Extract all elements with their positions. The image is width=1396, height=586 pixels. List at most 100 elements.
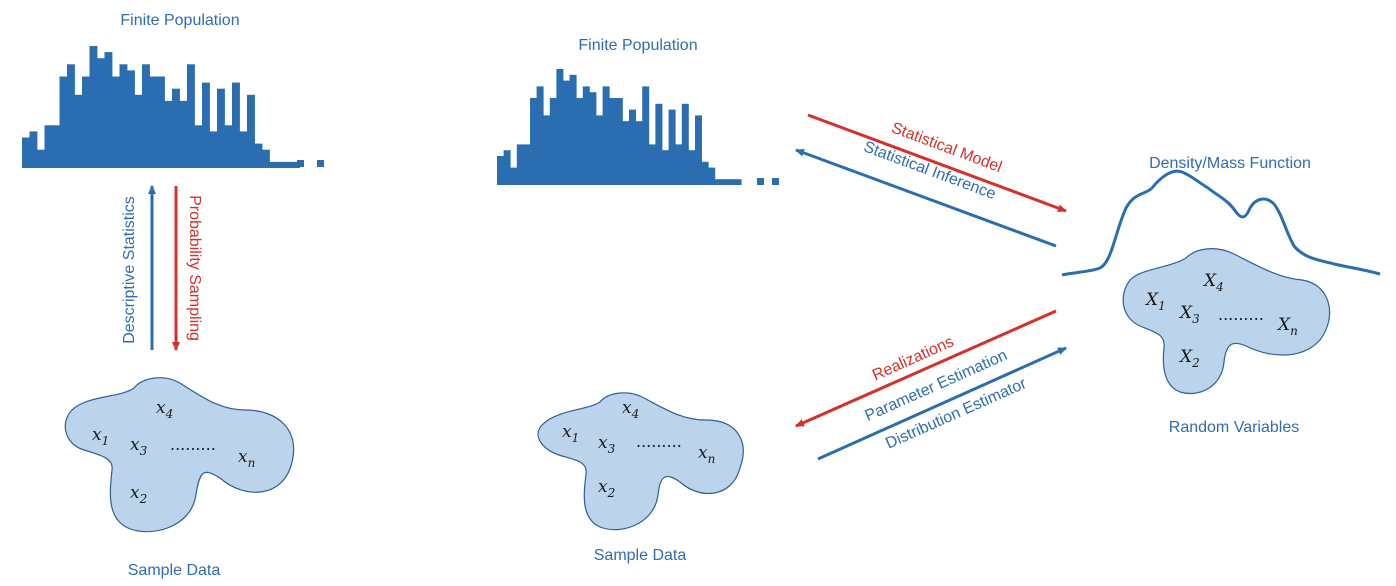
left-histogram-bar-8 (74, 94, 83, 168)
middle-histogram-bar-33 (708, 167, 716, 185)
middle-sample-blob (537, 392, 744, 531)
left-population-title: Finite Population (120, 12, 239, 29)
random-Xn: Xn (1276, 315, 1298, 338)
middle-histogram-bar-12 (569, 74, 577, 185)
descriptive-statistics-label: Descriptive Statistics (121, 196, 138, 344)
random-X1: X1 (1144, 290, 1166, 313)
middle-histogram-bar-23 (642, 86, 650, 185)
middle-histogram-bar-1 (497, 156, 504, 185)
left-x2: x2 (130, 483, 147, 506)
left-histogram-bar-15 (127, 70, 135, 168)
middle-histogram-bar-25 (655, 103, 663, 185)
left-x1: x1 (92, 425, 109, 448)
statistical-inference-arrow (795, 148, 1057, 248)
left-histogram-bar-32 (254, 143, 263, 168)
left-xn: xn (238, 447, 255, 470)
middle-histogram-bar-5 (523, 144, 531, 185)
density-curve (1061, 169, 1381, 277)
middle-histogram-bar-21 (629, 109, 636, 185)
middle-histogram-bar-26 (662, 150, 669, 185)
left-histogram-dot-1 (297, 160, 304, 167)
random-X2: X2 (1178, 347, 1200, 370)
middle-histogram-bar-14 (582, 86, 590, 185)
middle-ellipsis: ......... (636, 432, 682, 451)
middle-histogram-bar-29 (681, 103, 689, 185)
left-histogram-bar-23 (187, 64, 195, 168)
statistical-model-arrow (807, 113, 1067, 213)
left-histogram-bar-2 (29, 131, 38, 168)
left-histogram-bar-22 (179, 100, 188, 168)
left-histogram-bar-3 (37, 149, 45, 168)
left-histogram-bar-21 (172, 88, 180, 168)
left-sample-title: Sample Data (128, 562, 221, 579)
middle-sample-title: Sample Data (594, 547, 687, 564)
middle-histogram-bar-17 (602, 86, 610, 185)
middle-x3: x3 (598, 433, 616, 456)
left-population-histogram (22, 46, 300, 169)
middle-histogram-bar-22 (635, 121, 643, 185)
left-histogram-bar-20 (164, 100, 173, 168)
random-X3: X3 (1178, 303, 1200, 326)
left-histogram-bar-36 (284, 161, 293, 168)
middle-histogram-bar-18 (609, 98, 617, 185)
left-histogram-bar-27 (217, 88, 225, 168)
middle-histogram-bar-7 (536, 86, 544, 185)
middle-histogram-bar-35 (721, 179, 729, 185)
left-sample-blob (64, 377, 295, 533)
middle-histogram-bar-19 (615, 98, 623, 185)
middle-histogram-bar-4 (516, 144, 524, 185)
left-x3: x3 (130, 435, 148, 458)
left-histogram-bar-30 (239, 131, 248, 168)
left-histogram-bar-37 (292, 161, 300, 168)
left-histogram-bar-28 (224, 125, 233, 168)
middle-population-histogram (497, 69, 742, 185)
left-histogram-bar-26 (209, 131, 218, 168)
left-x4: x4 (156, 398, 173, 421)
left-histogram-bar-34 (269, 161, 278, 168)
left-histogram-bar-16 (134, 94, 143, 168)
left-histogram-bar-13 (112, 76, 120, 168)
middle-x2: x2 (598, 477, 615, 500)
distribution-estimator-arrow (817, 346, 1067, 461)
middle-xn: xn (698, 443, 715, 466)
left-histogram-bar-11 (97, 58, 105, 169)
left-histogram-bar-17 (142, 64, 150, 168)
left-histogram-bar-1 (22, 137, 30, 168)
middle-x4: x4 (622, 398, 639, 421)
middle-histogram-bar-10 (556, 69, 564, 185)
distribution-estimator-label: Distribution Estimator (883, 375, 1029, 453)
middle-histogram-bar-15 (589, 92, 597, 185)
middle-histogram-bar-32 (701, 161, 709, 185)
middle-histogram-bar-20 (622, 121, 630, 185)
left-histogram-bar-19 (157, 76, 165, 168)
middle-histogram-bar-37 (734, 179, 742, 185)
realizations-arrow (795, 309, 1057, 428)
random-ellipsis: ......... (1218, 305, 1264, 324)
middle-histogram-bar-3 (510, 167, 518, 185)
middle-histogram-bar-11 (563, 80, 570, 185)
left-histogram-bar-5 (52, 125, 60, 168)
left-histogram-bar-25 (202, 82, 210, 168)
left-histogram-dot-2 (317, 160, 324, 167)
middle-histogram-bar-16 (596, 115, 603, 185)
middle-histogram-bar-9 (549, 98, 557, 185)
density-title: Density/Mass Function (1149, 155, 1311, 172)
left-histogram-bar-33 (262, 149, 270, 168)
left-histogram-bar-12 (104, 52, 113, 168)
left-histogram-bar-29 (232, 82, 240, 168)
random-variables-blob (1122, 248, 1331, 394)
middle-histogram-bar-28 (675, 144, 683, 185)
middle-histogram-bar-31 (695, 115, 702, 185)
middle-histogram-bar-2 (503, 150, 511, 185)
random-X4: X4 (1202, 271, 1224, 294)
left-histogram-bar-9 (82, 76, 90, 168)
left-histogram-bar-35 (277, 161, 285, 168)
left-histogram-bar-7 (67, 64, 75, 168)
probability-sampling-label: Probability Sampling (186, 195, 203, 341)
left-histogram-bar-18 (149, 76, 158, 168)
middle-histogram-bar-6 (530, 98, 537, 185)
left-histogram-bar-24 (194, 125, 203, 168)
middle-histogram-bar-27 (668, 109, 676, 185)
